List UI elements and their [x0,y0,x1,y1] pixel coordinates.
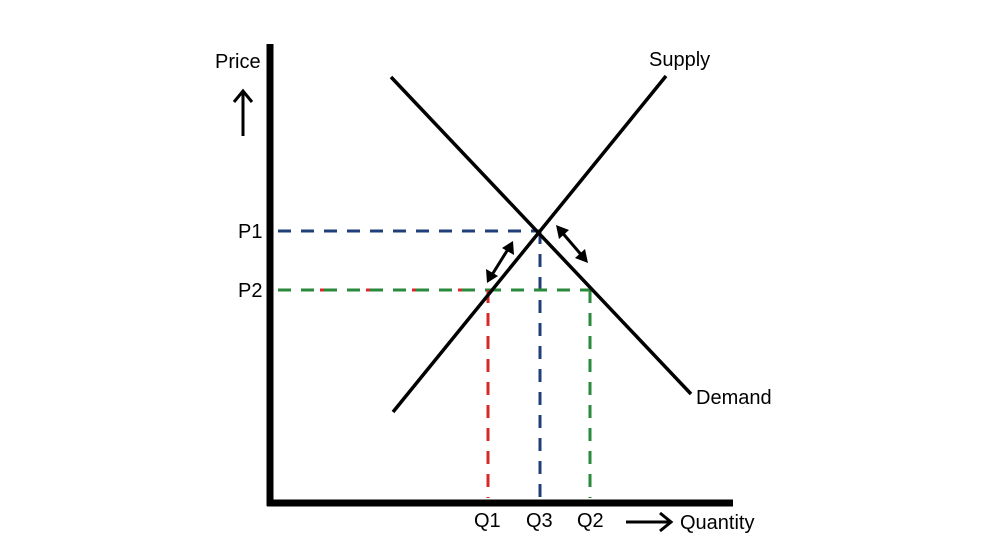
supply-curve [391,74,668,414]
supply-label: Supply [649,49,710,71]
x-axis-label: Quantity [680,512,754,534]
p2-label: P2 [238,280,262,302]
p1-label: P1 [238,221,262,243]
arrow-right-icon [626,511,674,533]
double-arrow-icon [556,225,588,263]
q3-label: Q3 [526,510,553,532]
q1-label: Q1 [474,510,501,532]
y-axis-label: Price [215,51,261,73]
arrow-up-icon [232,88,254,136]
demand-curve [389,75,693,396]
q2-label: Q2 [577,510,604,532]
demand-label: Demand [696,387,772,409]
double-arrow-icon [486,241,514,283]
